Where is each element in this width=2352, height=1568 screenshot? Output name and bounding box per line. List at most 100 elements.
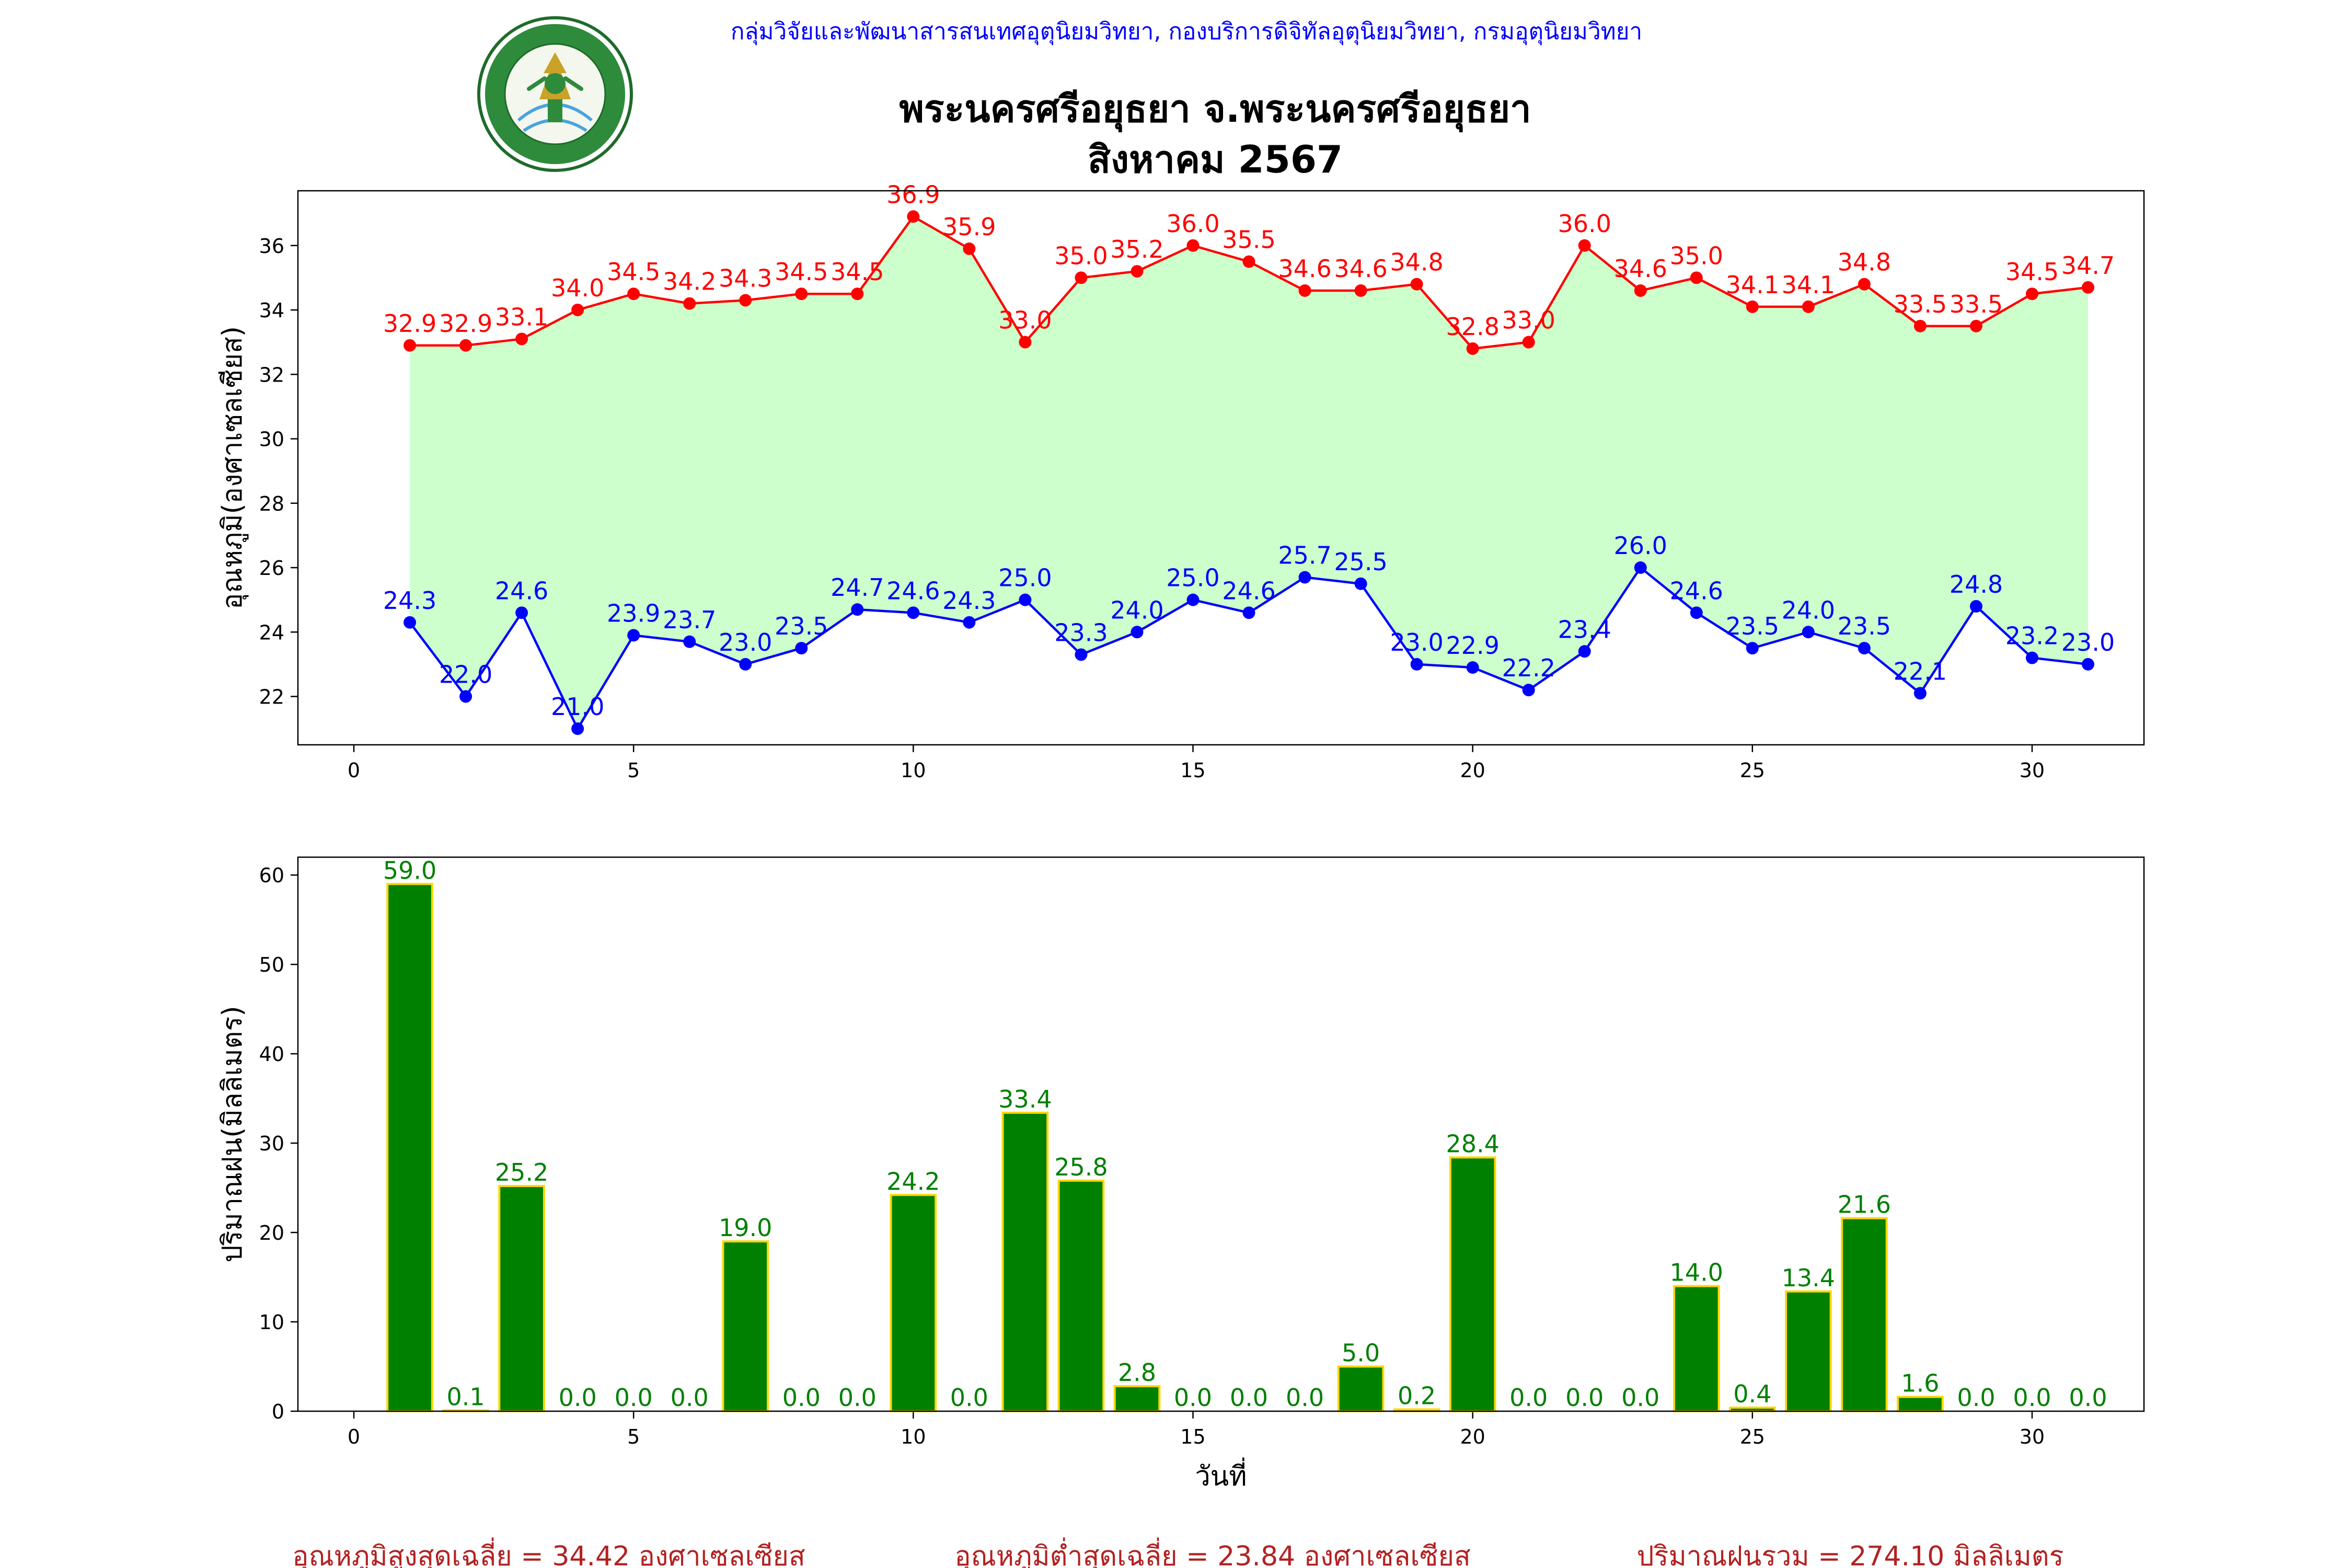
temperature-y-tick-label: 24 [259,621,284,644]
rainfall-bar [1113,1385,1161,1413]
min-temperature-value-label: 22.2 [1502,654,1555,682]
rainfall-value-label: 0.1 [447,1382,485,1411]
rainfall-value-label: 0.0 [1565,1383,1604,1412]
rainfall-value-label: 0.0 [1957,1383,1995,1412]
min-temperature-value-label: 25.0 [1166,564,1219,592]
min-temperature-point [1075,648,1088,661]
min-temperature-point [1522,684,1535,697]
rainfall-x-tick-label: 10 [901,1425,926,1448]
min-temperature-value-label: 22.1 [1894,657,1947,685]
max-temperature-value-label: 33.1 [495,303,548,331]
min-temperature-value-label: 25.7 [1278,541,1331,570]
max-temperature-point [2081,281,2094,294]
max-temperature-value-label: 34.7 [2061,251,2115,280]
rainfall-value-label: 0.0 [1509,1383,1548,1412]
total-rain-summary: ปริมาณฝนรวม = 274.10 มิลลิเมตร [1637,1541,2064,1568]
min-temperature-value-label: 23.5 [775,612,828,640]
rainfall-value-label: 0.2 [1398,1382,1436,1410]
min-temperature-value-label: 23.7 [663,606,716,634]
max-temperature-point [1634,284,1647,297]
rainfall-bar [1785,1290,1832,1413]
max-temperature-value-label: 33.0 [998,306,1052,335]
rainfall-value-label: 33.4 [998,1085,1052,1113]
max-temperature-value-label: 36.9 [886,180,940,209]
min-temperature-point [1690,606,1703,619]
rainfall-value-label: 25.8 [1054,1153,1108,1181]
min-temperature-value-label: 25.0 [998,564,1052,592]
max-temperature-point [1466,342,1479,355]
min-temperature-value-label: 24.7 [831,573,884,602]
max-temperature-point [1131,265,1144,278]
rainfall-value-label: 0.0 [615,1383,653,1412]
min-temperature-labels: 24.322.024.621.023.9 23.723.023.524.7 24.6… [383,532,2115,721]
max-temperature-value-label: 35.5 [1222,226,1275,254]
rainfall-bar [386,883,433,1412]
rainfall-axes: 0 5 10 15 20 25 30 0 10 20 30 40 50 60 [259,864,2045,1448]
min-temperature-value-label: 23.4 [1558,615,1611,643]
rainfall-labels: 59.0 0.1 25.2 0.0 0.0 0.0 19.0 0.0 0.0 24.2 0.0 33.… [383,856,2107,1412]
temperature-x-tick-label: 0 [348,759,360,782]
min-temperature-point [1634,561,1647,574]
max-temperature-value-label: 36.0 [1166,210,1219,238]
temperature-y-tick-label: 34 [259,299,284,322]
max-temperature-point [1746,300,1759,313]
rainfall-value-label: 2.8 [1118,1358,1156,1387]
min-temperature-point [795,642,808,655]
min-temperature-points [403,561,2094,735]
temperature-x-tick-label: 20 [1460,759,1485,782]
max-temperature-value-label: 35.2 [1110,235,1163,263]
rainfall-value-label: 0.0 [838,1383,877,1412]
max-temperature-value-label: 34.3 [719,264,772,293]
rainfall-value-label: 25.2 [495,1158,548,1186]
min-temperature-point [851,603,864,616]
temperature-y-axis-label: อุณหภูมิ(องศาเซลเซียส) [217,326,249,609]
min-temperature-point [627,629,640,642]
max-temperature-value-label: 35.0 [1670,241,1723,270]
max-temperature-value-label: 34.2 [663,268,716,296]
min-temperature-point [683,635,696,648]
rainfall-value-label: 0.0 [1230,1383,1268,1412]
avg-max-summary: อุณหภูมิสูงสุดเฉลี่ย = 34.42 องศาเซลเซีย… [292,1537,805,1568]
max-temperature-points [403,210,2094,355]
title-line2: สิงหาคม 2567 [1088,137,1343,181]
rainfall-x-tick-label: 20 [1460,1425,1485,1448]
rainfall-value-label: 28.4 [1446,1129,1499,1158]
max-temperature-point [963,242,976,255]
min-temperature-point [1746,642,1759,655]
max-temperature-value-label: 34.0 [551,274,604,302]
max-temperature-value-label: 34.5 [2005,258,2059,286]
rainfall-value-label: 14.0 [1670,1259,1723,1287]
avg-min-summary: อุณหภูมิต่ำสุดเฉลี่ย = 23.84 องศาเซลเซีย… [954,1537,1470,1568]
rainfall-bar [722,1240,769,1413]
max-temperature-value-label: 35.0 [1054,241,1108,270]
max-temperature-point [739,294,752,307]
max-temperature-point [1354,284,1367,297]
min-temperature-point [459,690,472,703]
min-temperature-value-label: 24.3 [942,586,996,615]
max-temperature-value-label: 34.5 [831,258,884,286]
min-temperature-point [1466,661,1479,674]
max-temperature-point [627,287,640,301]
min-temperature-value-label: 23.0 [2061,628,2115,656]
rainfall-y-tick-label: 50 [259,953,284,976]
min-temperature-value-label: 24.6 [495,577,548,605]
min-temperature-point [571,722,584,735]
min-temperature-point [963,616,976,629]
min-temperature-point [1858,642,1871,655]
rainfall-bar [1057,1179,1105,1413]
max-temperature-value-label: 34.5 [775,258,828,286]
rainfall-y-axis-label: ปริมาณฝน(มิลลิเมตร) [217,1006,248,1262]
min-temperature-value-label: 21.0 [551,693,604,721]
max-temperature-point [1242,255,1255,268]
rainfall-x-tick-label: 0 [348,1425,360,1448]
min-temperature-value-label: 26.0 [1614,532,1667,560]
rainfall-value-label: 19.0 [719,1214,772,1242]
rainfall-bar [1001,1111,1049,1413]
rainfall-value-label: 21.6 [1838,1191,1891,1219]
min-temperature-value-label: 23.9 [607,599,660,627]
min-temperature-point [1298,571,1311,584]
min-temperature-point [1019,593,1032,606]
rainfall-bar [1337,1365,1385,1412]
min-temperature-value-label: 24.3 [383,586,436,615]
min-temperature-value-label: 23.0 [1390,628,1443,656]
